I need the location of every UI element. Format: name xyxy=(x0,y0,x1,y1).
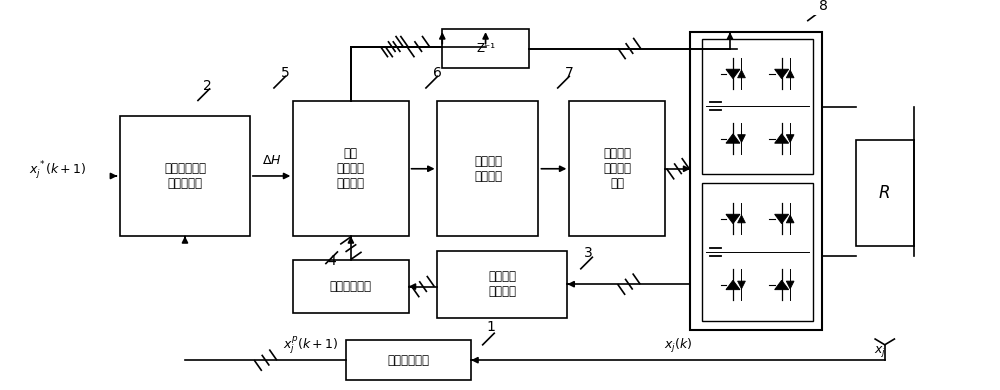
Text: 2: 2 xyxy=(203,79,212,93)
Polygon shape xyxy=(738,215,745,223)
Bar xyxy=(437,250,567,318)
Bar xyxy=(569,101,665,236)
Polygon shape xyxy=(786,281,794,289)
Text: 8: 8 xyxy=(819,0,828,13)
Text: $x_j$: $x_j$ xyxy=(874,344,886,358)
Text: 电压电流
采集模块: 电压电流 采集模块 xyxy=(488,270,516,298)
Text: 7: 7 xyxy=(565,66,574,80)
Polygon shape xyxy=(738,135,745,142)
Text: 4: 4 xyxy=(327,254,336,268)
Bar xyxy=(346,340,471,380)
Bar xyxy=(702,39,813,174)
Bar xyxy=(690,32,822,330)
Polygon shape xyxy=(775,69,789,78)
Polygon shape xyxy=(775,214,789,223)
Bar xyxy=(293,260,409,313)
Polygon shape xyxy=(726,134,740,143)
Bar xyxy=(437,101,538,236)
Polygon shape xyxy=(726,214,740,223)
Text: 结温估算模块: 结温估算模块 xyxy=(330,280,372,293)
Text: 开关
分配函数
计算模块: 开关 分配函数 计算模块 xyxy=(337,147,365,190)
Polygon shape xyxy=(786,70,794,78)
Text: 5: 5 xyxy=(281,66,290,80)
Polygon shape xyxy=(775,134,789,143)
Polygon shape xyxy=(775,280,789,290)
Polygon shape xyxy=(786,135,794,142)
Text: Z⁻¹: Z⁻¹ xyxy=(476,42,495,55)
Polygon shape xyxy=(738,281,745,289)
Polygon shape xyxy=(786,215,794,223)
Text: $x_j^p(k+1)$: $x_j^p(k+1)$ xyxy=(283,335,338,356)
Bar xyxy=(702,183,813,321)
Text: $x_j(k)$: $x_j(k)$ xyxy=(664,337,692,355)
Text: $\Delta H$: $\Delta H$ xyxy=(262,154,281,167)
Text: R: R xyxy=(879,184,891,202)
Polygon shape xyxy=(726,69,740,78)
Text: $x_j^*(k+1)$: $x_j^*(k+1)$ xyxy=(29,160,86,182)
Bar xyxy=(293,101,409,236)
Text: 开关动作
桥臂分配
模块: 开关动作 桥臂分配 模块 xyxy=(603,147,631,190)
Text: 3: 3 xyxy=(584,246,593,260)
Bar xyxy=(856,140,914,246)
Bar xyxy=(442,29,529,68)
Text: 1: 1 xyxy=(486,320,495,334)
Text: 输出预测模块: 输出预测模块 xyxy=(388,354,430,367)
Polygon shape xyxy=(726,280,740,290)
Text: 开关状态
分配模块: 开关状态 分配模块 xyxy=(474,155,502,183)
Text: 6: 6 xyxy=(433,66,442,80)
Bar xyxy=(120,116,250,236)
Polygon shape xyxy=(738,70,745,78)
Text: 有限集开关状
态寻优模块: 有限集开关状 态寻优模块 xyxy=(164,162,206,190)
